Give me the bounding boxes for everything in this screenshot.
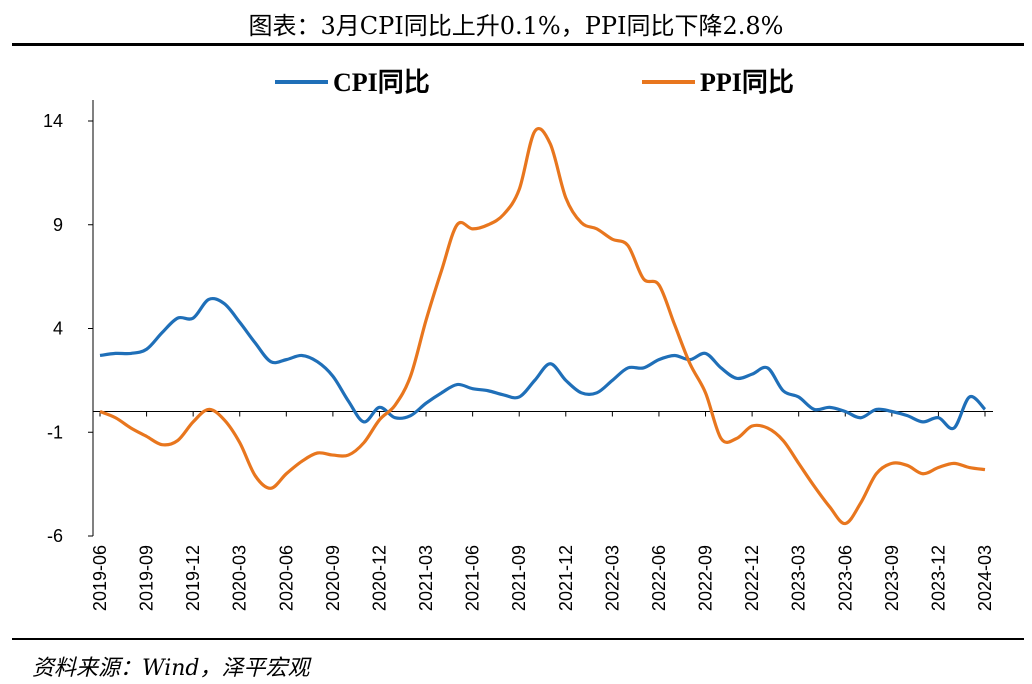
x-tick-label: 2022-06 xyxy=(649,545,669,611)
x-tick-label: 2022-09 xyxy=(696,545,716,611)
x-tick-label: 2020-12 xyxy=(369,545,389,611)
chart-title: 图表：3月CPI同比上升0.1%，PPI同比下降2.8% xyxy=(248,12,784,40)
footer-divider xyxy=(12,638,1024,640)
x-tick-label: 2021-06 xyxy=(463,545,483,611)
legend-label-cpi: CPI同比 xyxy=(333,68,430,97)
x-tick-label: 2019-09 xyxy=(137,545,157,611)
series-line-ppi xyxy=(99,127,986,526)
y-tick-label: -1 xyxy=(47,422,63,442)
x-tick-label: 2019-12 xyxy=(183,545,203,611)
x-tick-label: 2021-09 xyxy=(509,545,529,611)
x-tick-label: 2023-06 xyxy=(835,545,855,611)
x-tick-label: 2021-03 xyxy=(416,545,436,611)
y-tick-label: 9 xyxy=(53,215,63,235)
x-tick-label: 2023-03 xyxy=(789,545,809,611)
x-tick-label: 2023-12 xyxy=(928,545,948,611)
x-tick-label: 2021-12 xyxy=(556,545,576,611)
x-tick-label: 2020-03 xyxy=(230,545,250,611)
x-tick-label: 2022-12 xyxy=(742,545,762,611)
x-tick-label: 2019-06 xyxy=(90,545,110,611)
x-tick-label: 2023-09 xyxy=(882,545,902,611)
y-tick-label: -6 xyxy=(47,526,63,546)
series-line-cpi xyxy=(99,296,987,431)
title-divider xyxy=(12,43,1024,46)
y-tick-label: 4 xyxy=(53,319,63,339)
x-tick-label: 2022-03 xyxy=(602,545,622,611)
x-tick-label: 2020-06 xyxy=(276,545,296,611)
legend-label-ppi: PPI同比 xyxy=(700,68,794,97)
x-tick-label: 2024-03 xyxy=(975,545,995,611)
x-tick-label: 2020-09 xyxy=(323,545,343,611)
source-note: 资料来源：Wind，泽平宏观 xyxy=(32,656,310,681)
y-tick-label: 14 xyxy=(43,111,63,131)
